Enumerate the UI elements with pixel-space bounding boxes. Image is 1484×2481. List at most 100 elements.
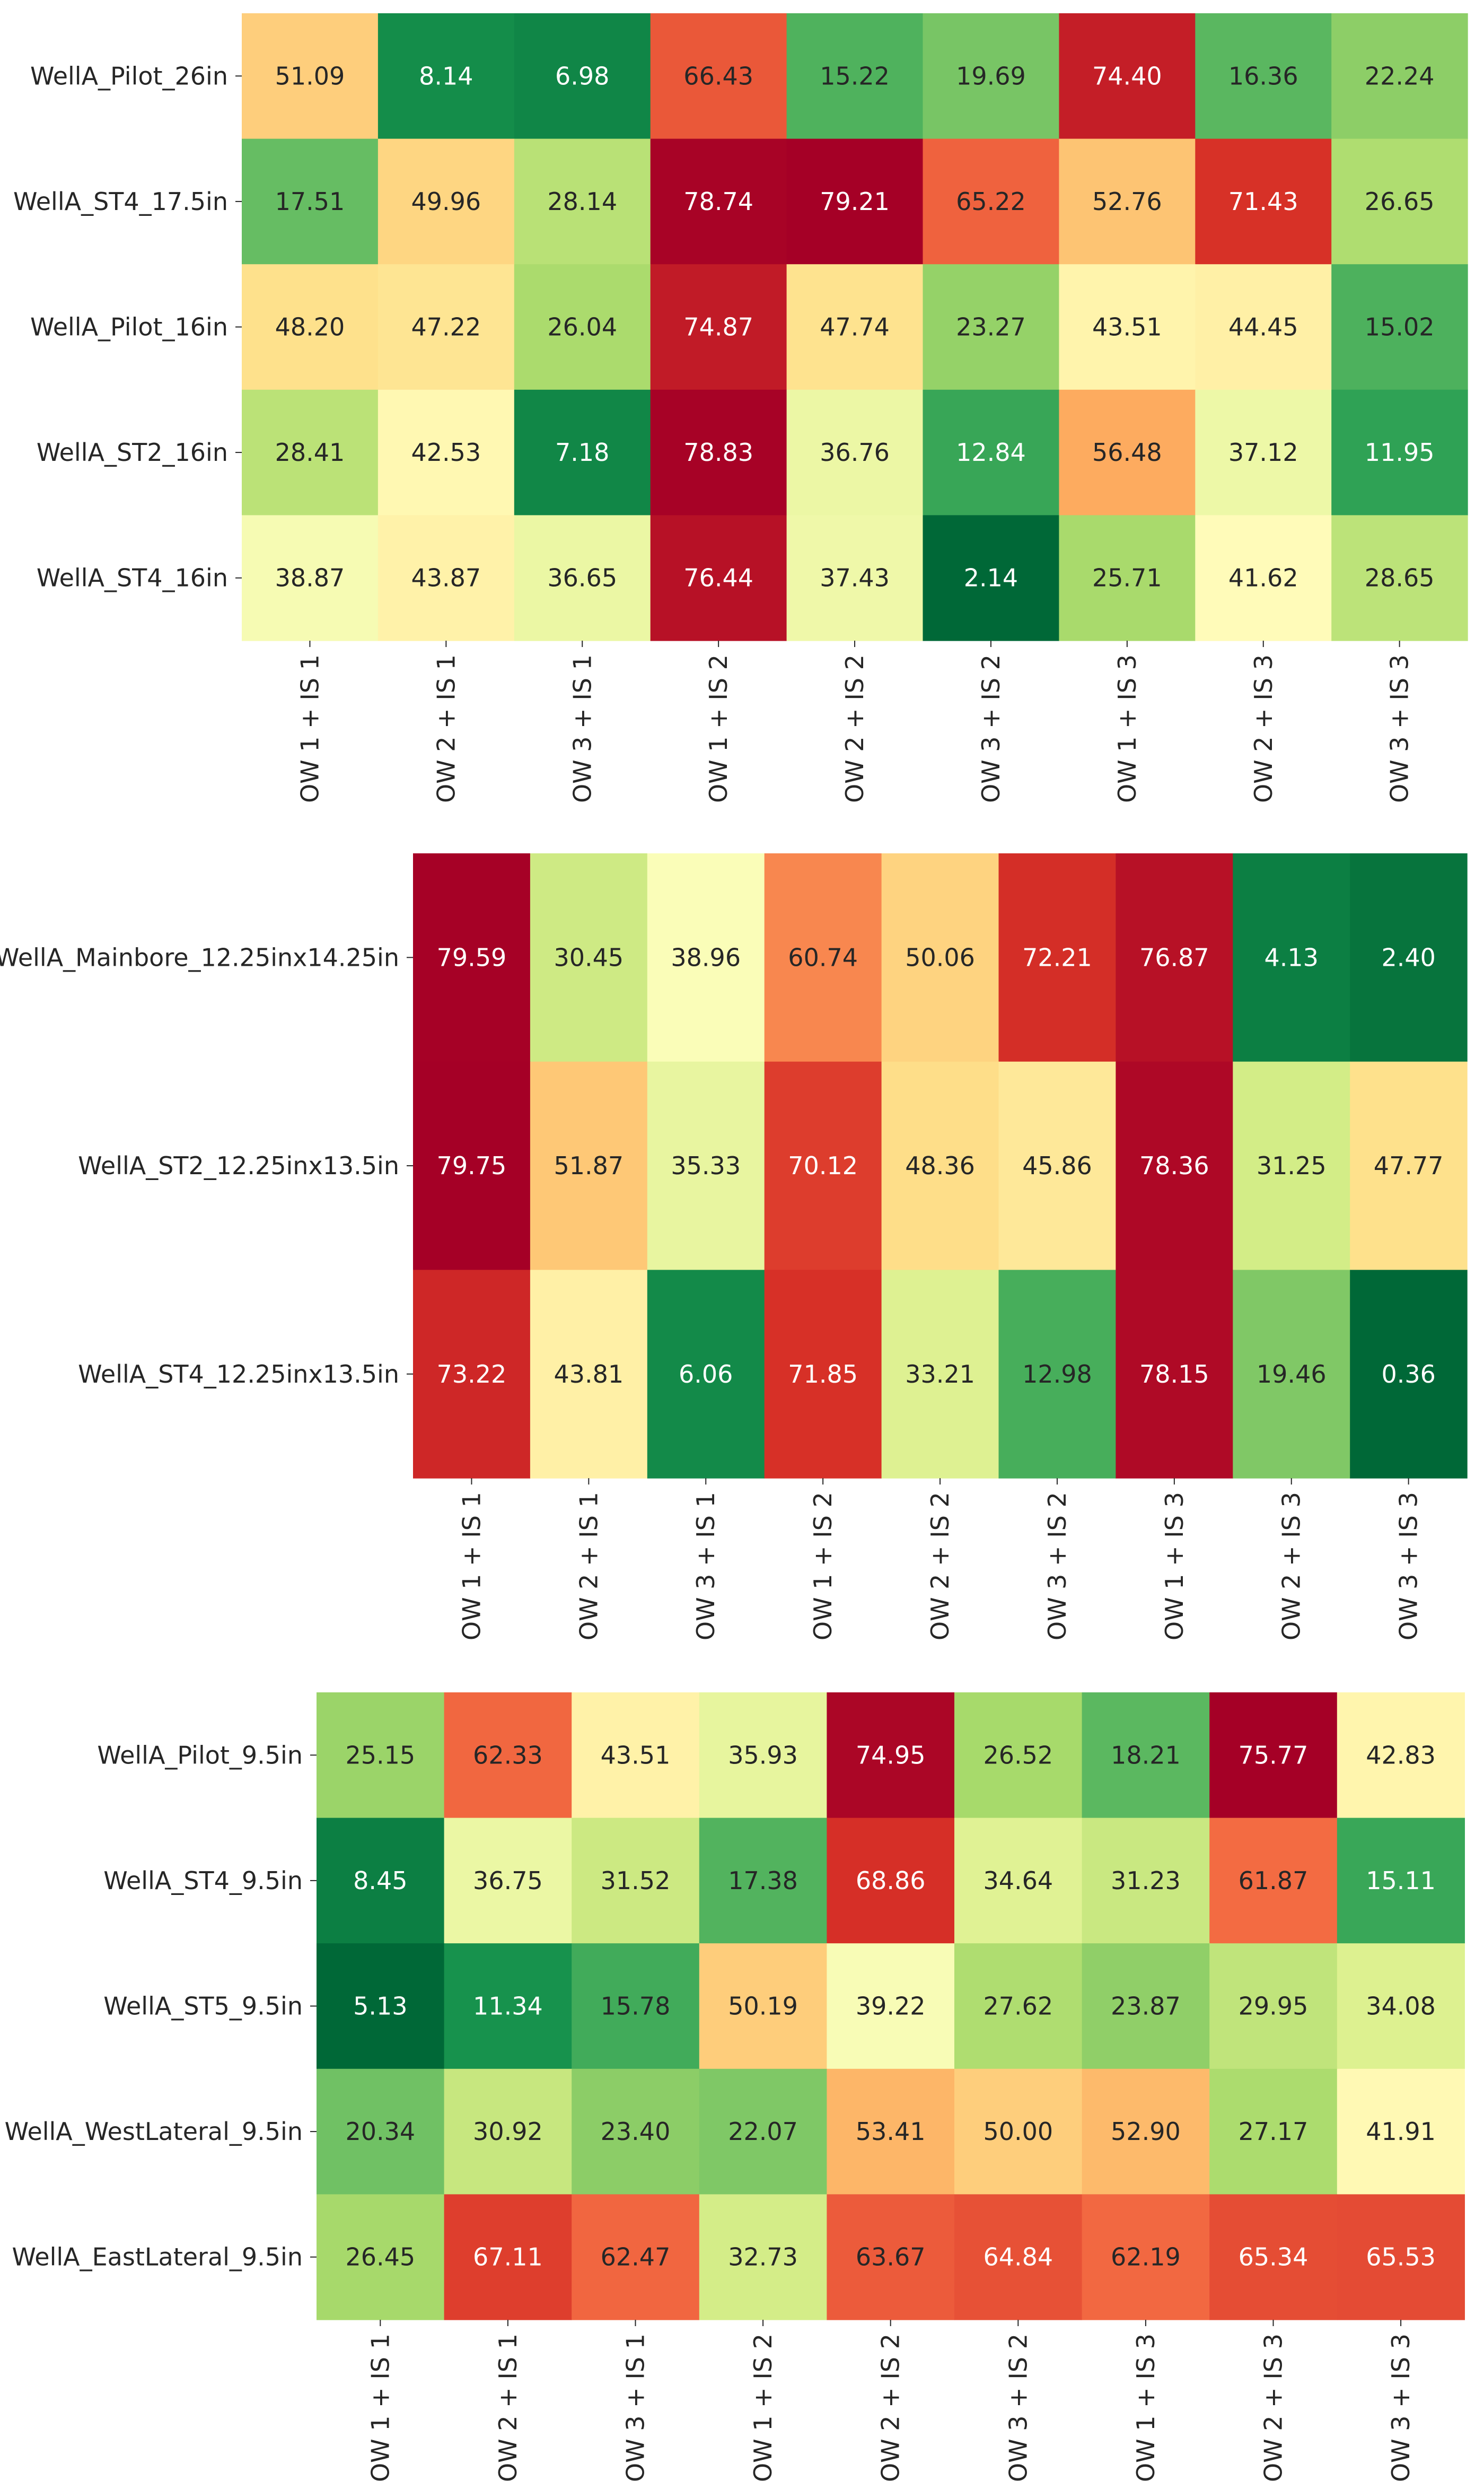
cell-value-label: 61.87 — [1239, 1866, 1309, 1895]
heatmap-cell — [1059, 264, 1196, 390]
cell-value-label: 11.95 — [1365, 438, 1435, 467]
cell-value-label: 43.87 — [411, 564, 481, 592]
heatmap-cell — [1350, 1270, 1468, 1479]
heatmap-cell — [317, 1692, 445, 1819]
cell-value-label: 30.45 — [554, 943, 624, 972]
heatmap-cell — [572, 1692, 700, 1819]
heatmap-cell — [827, 2068, 955, 2195]
heatmap-cell — [923, 515, 1059, 641]
heatmap-cell — [1082, 1943, 1210, 2069]
column-label: OW 3 + IS 2 — [1004, 2334, 1032, 2481]
column-label: OW 2 + IS 1 — [574, 1492, 603, 1640]
heatmap-cell — [1209, 2068, 1338, 2195]
cell-value-label: 30.92 — [473, 2117, 543, 2146]
column-label: OW 2 + IS 2 — [840, 654, 869, 803]
cell-value-label: 16.36 — [1228, 62, 1298, 90]
column-label: OW 3 + IS 3 — [1385, 654, 1414, 803]
cell-value-label: 29.95 — [1239, 1992, 1309, 2021]
heatmap-panel-1: 51.09 8.14 6.98 66.43 15.22 19.69 74.40 16.36 22… — [13, 13, 1468, 803]
heatmap-cell — [786, 264, 924, 390]
column-label: OW 1 + IS 2 — [704, 654, 733, 803]
row-label: WellA_ST4_12.25inx13.5in — [78, 1360, 399, 1388]
row-label: WellA_ST5_9.5in — [103, 1992, 303, 2021]
cell-value-label: 18.21 — [1111, 1741, 1181, 1769]
cell-value-label: 34.08 — [1366, 1992, 1436, 2021]
column-label: OW 3 + IS 3 — [1394, 1492, 1423, 1640]
column-label: OW 2 + IS 1 — [494, 2334, 522, 2481]
cell-value-label: 2.14 — [964, 564, 1018, 592]
cell-value-label: 28.65 — [1365, 564, 1435, 592]
heatmap-cell — [650, 264, 787, 390]
heatmap-cell — [650, 138, 787, 265]
cell-value-label: 78.36 — [1139, 1151, 1209, 1180]
column-label: OW 1 + IS 1 — [366, 2334, 394, 2481]
heatmap-cell — [514, 13, 651, 139]
heatmap-cell — [923, 264, 1059, 390]
cell-value-label: 78.74 — [683, 187, 753, 216]
row-label: WellA_Pilot_16in — [30, 313, 228, 342]
cell-value-label: 25.15 — [345, 1741, 415, 1769]
heatmap-cell — [444, 1943, 572, 2069]
cell-value-label: 56.48 — [1092, 438, 1162, 467]
heatmap-cell — [242, 389, 379, 516]
cell-value-label: 50.00 — [983, 2117, 1053, 2146]
heatmap-cell — [923, 389, 1059, 516]
row-label: WellA_ST2_12.25inx13.5in — [78, 1151, 399, 1180]
column-label: OW 2 + IS 2 — [926, 1492, 954, 1640]
column-label: OW 3 + IS 2 — [977, 654, 1005, 803]
heatmap-cell — [699, 1943, 827, 2069]
heatmap-cell — [377, 13, 515, 139]
heatmap-cell — [530, 1270, 648, 1479]
heatmap-cell — [1331, 264, 1468, 390]
cell-value-label: 76.44 — [683, 564, 753, 592]
heatmap-cell — [1337, 2194, 1465, 2320]
cell-value-label: 28.41 — [275, 438, 345, 467]
heatmap-cell — [377, 264, 515, 390]
cell-value-label: 75.77 — [1239, 1741, 1309, 1769]
cell-value-label: 78.15 — [1139, 1360, 1209, 1388]
heatmap-cell — [514, 389, 651, 516]
heatmap-cell — [764, 1061, 882, 1270]
cell-value-label: 78.83 — [683, 438, 753, 467]
cell-value-label: 48.20 — [275, 313, 345, 342]
heatmap-cell — [1331, 138, 1468, 265]
heatmap-cell — [699, 1692, 827, 1819]
cell-value-label: 22.24 — [1365, 62, 1435, 90]
cell-value-label: 53.41 — [856, 2117, 926, 2146]
cell-value-label: 42.83 — [1366, 1741, 1436, 1769]
cell-value-label: 38.96 — [671, 943, 741, 972]
cell-value-label: 28.14 — [547, 187, 617, 216]
heatmap-cell — [699, 2068, 827, 2195]
column-label: OW 1 + IS 3 — [1113, 654, 1141, 803]
heatmap-cell — [413, 853, 531, 1062]
heatmap-cell — [1059, 138, 1196, 265]
heatmap-cell — [572, 1818, 700, 1944]
cell-value-label: 52.90 — [1111, 2117, 1181, 2146]
heatmap-cell — [514, 264, 651, 390]
heatmap-cell — [572, 2194, 700, 2320]
heatmap-cell — [1082, 2068, 1210, 2195]
cell-value-label: 31.25 — [1257, 1151, 1327, 1180]
cell-value-label: 2.40 — [1381, 943, 1435, 972]
heatmap-cell — [954, 1818, 1083, 1944]
row-label: WellA_WestLateral_9.5in — [5, 2117, 303, 2146]
cell-value-label: 42.53 — [411, 438, 481, 467]
heatmap-cell — [1331, 13, 1468, 139]
heatmap-cell — [444, 1692, 572, 1819]
heatmap-cell — [764, 853, 882, 1062]
cell-value-label: 23.87 — [1111, 1992, 1181, 2021]
heatmap-cell — [1059, 13, 1196, 139]
heatmap-cell — [699, 2194, 827, 2320]
cell-value-label: 27.17 — [1239, 2117, 1309, 2146]
heatmap-cell — [317, 1943, 445, 2069]
cell-value-label: 6.98 — [555, 62, 609, 90]
heatmap-cell — [1233, 1061, 1350, 1270]
heatmap-cell — [827, 1943, 955, 2069]
cell-value-label: 26.45 — [345, 2243, 415, 2272]
cell-value-label: 26.65 — [1365, 187, 1435, 216]
cell-value-label: 31.52 — [601, 1866, 671, 1895]
heatmap-cell — [1209, 1943, 1338, 2069]
row-label: WellA_ST4_17.5in — [13, 187, 228, 216]
heatmap-cell — [242, 515, 379, 641]
